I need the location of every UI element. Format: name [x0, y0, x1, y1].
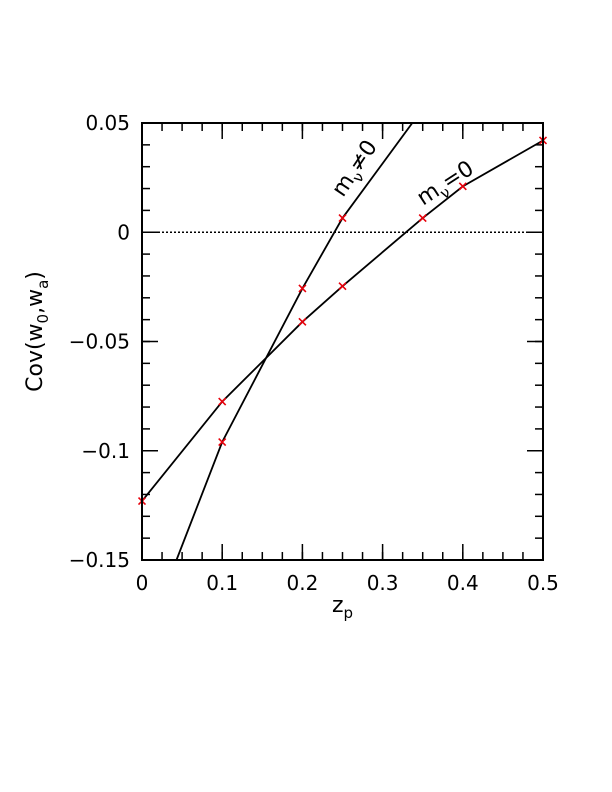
series-label-massless-main: m	[413, 178, 445, 211]
plot-frame	[141, 122, 544, 561]
x-tick-labels: 0 0.1 0.2 0.3 0.4 0.5	[136, 571, 559, 595]
data-point-marker	[298, 317, 307, 326]
x-axis-label-main: z	[332, 593, 344, 618]
x-tick-label: 0.3	[367, 571, 399, 595]
y-tick-label: −0.1	[81, 439, 130, 463]
x-tick-label: 0	[136, 571, 149, 595]
series-line-massive	[175, 122, 413, 561]
data-point-marker	[218, 397, 227, 406]
x-axis-label: zp	[332, 593, 353, 622]
y-axis-label-sub2: a	[34, 280, 52, 289]
y-axis-label: Cov(w0,wa)	[23, 271, 52, 392]
data-point-marker	[418, 213, 427, 223]
y-tick-label: −0.15	[69, 548, 130, 572]
data-point-marker	[218, 437, 227, 447]
x-tick-label: 0.4	[447, 571, 479, 595]
y-axis-label-prefix: Cov(w	[23, 323, 48, 391]
series-markers	[137, 136, 548, 506]
y-axis-label-mid: ,w	[23, 289, 48, 314]
x-tick-label: 0.5	[527, 571, 559, 595]
x-tick-label: 0.1	[206, 571, 238, 595]
y-tick-label: 0.05	[85, 111, 130, 135]
data-point-marker	[338, 282, 347, 291]
y-tick-label: −0.05	[69, 330, 130, 354]
series-label-massless: mν=0	[413, 156, 481, 214]
data-point-marker	[458, 182, 467, 191]
x-axis-label-sub: p	[344, 604, 354, 622]
data-point-marker	[298, 284, 307, 293]
y-axis-label-suffix: )	[23, 271, 48, 280]
y-axis-label-sub1: 0	[34, 314, 52, 324]
data-point-marker	[338, 213, 347, 223]
y-tick-label: 0	[117, 220, 130, 244]
x-tick-label: 0.2	[286, 571, 318, 595]
y-tick-labels: −0.15 −0.1 −0.05 0 0.05	[69, 111, 130, 572]
